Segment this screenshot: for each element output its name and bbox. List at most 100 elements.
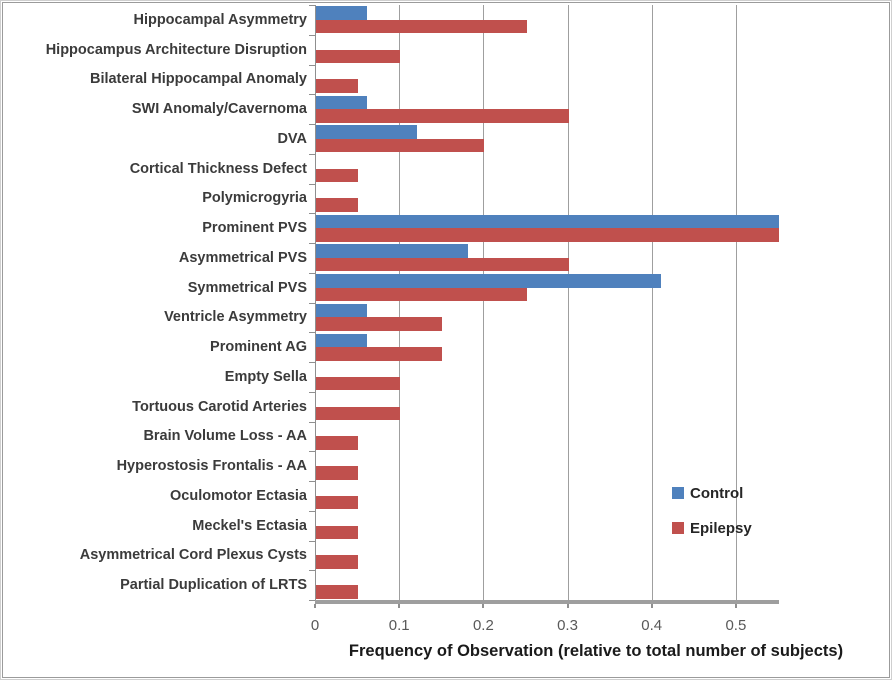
bar-group [316, 570, 779, 600]
gridline [483, 5, 485, 600]
y-tick [309, 183, 315, 185]
category-label: Empty Sella [224, 368, 307, 385]
legend-label-control: Control [690, 484, 744, 502]
bar-control [316, 333, 367, 348]
bar-epilepsy [316, 406, 401, 421]
bar-group [316, 303, 779, 333]
y-tick [309, 362, 315, 363]
bar-group [316, 481, 779, 511]
category-label: Tortuous Carotid Arteries [132, 398, 307, 415]
bar-epilepsy [316, 168, 359, 183]
x-axis-title: Frequency of Observation (relative to to… [348, 642, 844, 660]
category-label: Hyperostosis Frontalis - AA [116, 458, 307, 475]
y-tick [309, 510, 315, 512]
category-label: Hippocampus Architecture Disruption [45, 41, 307, 58]
bar-epilepsy [316, 287, 527, 302]
bar-group [316, 213, 779, 243]
legend-item-epilepsy: Epilepsy [672, 519, 752, 537]
category-label: Prominent AG [210, 339, 307, 356]
bar-group [316, 332, 779, 362]
bar-epilepsy [316, 466, 359, 480]
y-tick [309, 570, 315, 572]
x-tick [314, 604, 316, 608]
category-label: Oculomotor Ectasia [170, 487, 307, 504]
bar-epilepsy [316, 495, 359, 510]
x-tick [734, 604, 737, 608]
x-tick [482, 604, 485, 608]
y-tick [309, 421, 315, 423]
y-tick [309, 540, 315, 542]
category-label: Cortical Thickness Defect [129, 160, 307, 177]
bar-group [316, 35, 779, 65]
bar-group [316, 243, 779, 273]
category-label: Prominent PVS [202, 220, 307, 237]
bar-epilepsy [316, 525, 359, 540]
category-label: Hippocampal Asymmetry [133, 11, 307, 28]
x-tick-label: 0.4 [641, 617, 663, 634]
x-tick-label: 0 [310, 617, 320, 634]
bar-control [316, 274, 662, 288]
bar-group [316, 5, 779, 35]
y-tick [309, 391, 315, 393]
y-tick [309, 302, 315, 304]
y-tick [309, 213, 315, 215]
bar-rows [316, 5, 779, 600]
bar-control [316, 125, 417, 139]
gridline [651, 5, 653, 600]
y-tick [309, 153, 315, 155]
x-tick-label: 0.1 [388, 617, 410, 634]
bar-control [316, 303, 367, 318]
bar-group [316, 451, 779, 481]
category-label: SWI Anomaly/Cavernoma [131, 101, 307, 118]
bar-group [316, 94, 779, 124]
category-label: Ventricle Asymmetry [164, 309, 307, 326]
legend-label-epilepsy: Epilepsy [690, 519, 752, 537]
y-tick [309, 481, 315, 482]
y-axis-line [315, 5, 316, 600]
bar-epilepsy [316, 109, 569, 123]
bar-group [316, 362, 779, 392]
category-axis-labels: Hippocampal Asymmetry Hippocampus Archite… [1, 5, 307, 600]
category-label: DVA [277, 130, 307, 147]
y-tick [309, 451, 315, 453]
category-label: Asymmetrical Cord Plexus Cysts [79, 547, 307, 564]
category-label: Meckel's Ectasia [192, 517, 307, 534]
bar-control [316, 214, 779, 229]
bar-group [316, 422, 779, 452]
bar-epilepsy [316, 555, 359, 569]
bar-epilepsy [316, 257, 569, 272]
category-label: Symmetrical PVS [187, 279, 307, 296]
category-label: Brain Volume Loss - AA [143, 428, 307, 445]
bar-group [316, 184, 779, 214]
category-label: Polymicrogyria [202, 190, 307, 207]
bar-epilepsy [316, 436, 359, 450]
plot-area [315, 5, 779, 600]
category-label: Partial Duplication of LRTS [120, 577, 307, 594]
x-tick [566, 604, 569, 608]
y-tick [309, 5, 315, 6]
x-tick-label: 0.2 [472, 617, 494, 634]
bar-epilepsy [316, 376, 401, 391]
bar-epilepsy [316, 347, 443, 361]
gridline [399, 5, 401, 600]
bar-epilepsy [316, 79, 359, 93]
bar-group [316, 541, 779, 571]
legend: Control Epilepsy [672, 484, 752, 554]
y-tick [309, 64, 315, 66]
category-label: Asymmetrical PVS [178, 249, 307, 266]
y-tick [309, 94, 315, 96]
bar-epilepsy [316, 317, 443, 331]
bar-epilepsy [316, 138, 485, 153]
y-tick [309, 243, 315, 244]
y-tick [309, 272, 315, 274]
x-axis-line [315, 600, 779, 604]
bar-epilepsy [316, 228, 779, 242]
bar-epilepsy [316, 585, 359, 599]
bar-epilepsy [316, 198, 359, 212]
x-tick [650, 604, 653, 608]
bar-control [316, 95, 367, 110]
bar-control [316, 244, 468, 258]
legend-swatch-control [672, 487, 684, 499]
y-tick [309, 34, 315, 36]
